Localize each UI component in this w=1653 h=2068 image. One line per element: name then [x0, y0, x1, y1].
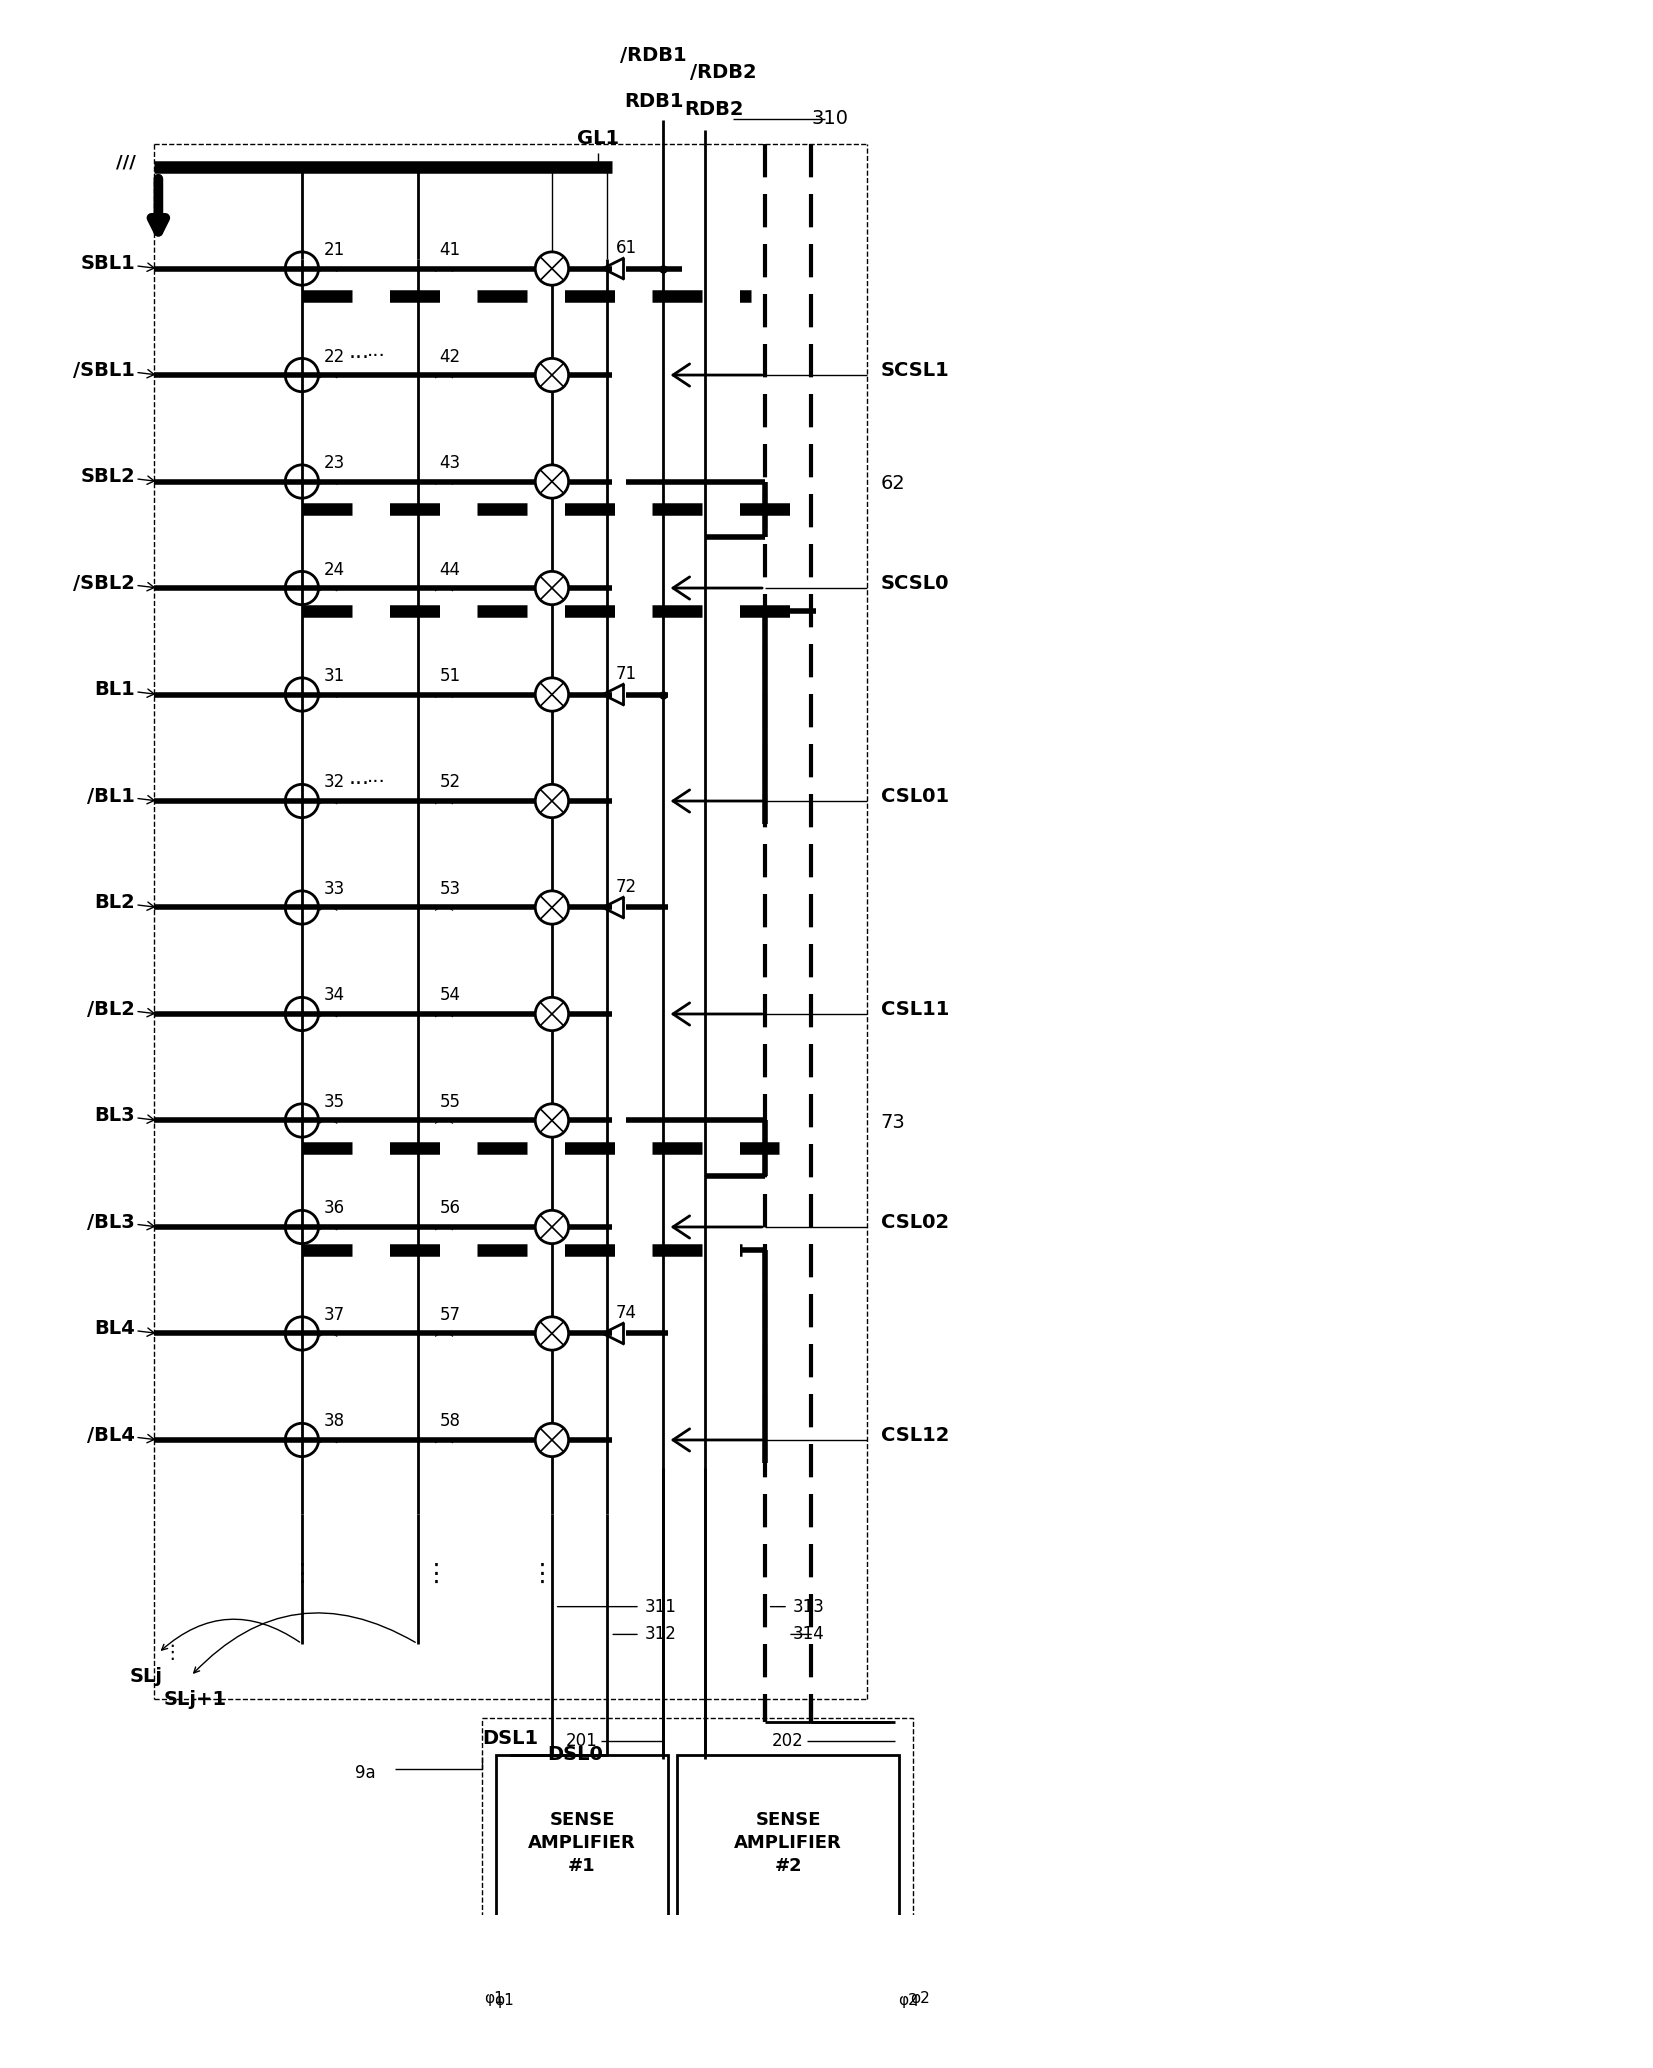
Text: 44: 44	[440, 560, 461, 579]
Text: /BL3: /BL3	[88, 1212, 136, 1233]
Text: RDB2: RDB2	[684, 99, 744, 118]
Circle shape	[536, 891, 569, 924]
Text: 202: 202	[772, 1731, 803, 1750]
Text: 56: 56	[440, 1199, 461, 1218]
Circle shape	[536, 358, 569, 391]
Text: 22: 22	[324, 347, 345, 366]
Text: 34: 34	[324, 986, 345, 1005]
Text: 313: 313	[793, 1599, 825, 1615]
Text: 58: 58	[440, 1412, 461, 1431]
Text: 43: 43	[440, 455, 461, 472]
Text: CSL02: CSL02	[881, 1212, 949, 1233]
Text: 32: 32	[324, 773, 345, 792]
Text: /SBL2: /SBL2	[73, 575, 136, 594]
Text: φ1: φ1	[484, 1991, 504, 2006]
Circle shape	[536, 1423, 569, 1456]
Text: ⋮: ⋮	[531, 1561, 555, 1586]
Text: 9a: 9a	[355, 1764, 375, 1783]
Text: SLj: SLj	[131, 1667, 164, 1685]
Text: 41: 41	[440, 242, 461, 258]
Text: 38: 38	[324, 1412, 345, 1431]
Text: 57: 57	[440, 1307, 461, 1324]
Circle shape	[536, 571, 569, 604]
Text: /BL1: /BL1	[88, 788, 136, 807]
Text: #1: #1	[569, 1857, 595, 1876]
Circle shape	[536, 252, 569, 285]
Circle shape	[536, 997, 569, 1030]
Text: 61: 61	[615, 240, 636, 256]
Text: BL2: BL2	[94, 893, 136, 912]
Text: /BL2: /BL2	[88, 999, 136, 1020]
Text: BL4: BL4	[94, 1319, 136, 1338]
Text: AMPLIFIER: AMPLIFIER	[529, 1834, 636, 1851]
Text: ···: ···	[367, 347, 385, 366]
Text: /RDB2: /RDB2	[689, 62, 757, 83]
Text: 33: 33	[324, 881, 345, 898]
Text: CSL01: CSL01	[881, 788, 949, 807]
Text: 42: 42	[440, 347, 461, 366]
Text: SENSE: SENSE	[549, 1812, 615, 1828]
Text: 201: 201	[567, 1731, 598, 1750]
Text: 23: 23	[324, 455, 345, 472]
Text: SENSE: SENSE	[755, 1812, 822, 1828]
Text: 24: 24	[324, 560, 345, 579]
Text: 73: 73	[881, 1113, 906, 1131]
Text: 51: 51	[440, 668, 461, 685]
Text: 310: 310	[812, 110, 848, 128]
Text: ···: ···	[367, 773, 385, 792]
Circle shape	[536, 1317, 569, 1350]
Text: SLj+1: SLj+1	[164, 1690, 226, 1708]
Text: 311: 311	[645, 1599, 676, 1615]
Text: SCSL0: SCSL0	[881, 575, 949, 594]
Text: 53: 53	[440, 881, 461, 898]
Text: φ2: φ2	[911, 1991, 931, 2006]
Text: SBL2: SBL2	[81, 467, 136, 486]
Text: 74: 74	[615, 1305, 636, 1321]
Text: DSL0: DSL0	[547, 1745, 603, 1764]
Text: BL3: BL3	[94, 1106, 136, 1125]
Text: ···: ···	[349, 347, 370, 368]
Text: 55: 55	[440, 1094, 461, 1111]
Text: 37: 37	[324, 1307, 345, 1324]
Text: ⋮: ⋮	[162, 1644, 182, 1663]
Text: 62: 62	[881, 474, 906, 492]
Circle shape	[536, 784, 569, 817]
Text: GL1: GL1	[577, 130, 620, 149]
Text: φ1: φ1	[494, 1994, 514, 2008]
Text: φ2: φ2	[899, 1994, 919, 2008]
Text: ···: ···	[349, 773, 370, 794]
Text: 54: 54	[440, 986, 461, 1005]
Text: #2: #2	[774, 1857, 802, 1876]
Text: AMPLIFIER: AMPLIFIER	[734, 1834, 841, 1851]
Text: CSL12: CSL12	[881, 1425, 949, 1446]
Text: ⋮: ⋮	[289, 1561, 314, 1586]
Text: DSL1: DSL1	[483, 1729, 537, 1747]
Text: CSL11: CSL11	[881, 999, 949, 1020]
Text: 31: 31	[324, 668, 345, 685]
Text: /RDB1: /RDB1	[620, 45, 688, 64]
Text: 312: 312	[645, 1625, 676, 1644]
Text: BL1: BL1	[94, 680, 136, 699]
Text: 71: 71	[615, 666, 636, 682]
Text: 21: 21	[324, 242, 345, 258]
Text: ///: ///	[116, 153, 136, 172]
Circle shape	[536, 678, 569, 711]
Text: /SBL1: /SBL1	[73, 362, 136, 381]
Text: 314: 314	[793, 1625, 825, 1644]
Text: SCSL1: SCSL1	[881, 362, 949, 381]
Circle shape	[536, 465, 569, 498]
Text: RDB1: RDB1	[625, 93, 684, 112]
Circle shape	[536, 1104, 569, 1137]
Circle shape	[536, 1210, 569, 1243]
Text: /BL4: /BL4	[88, 1425, 136, 1446]
Text: 36: 36	[324, 1199, 345, 1218]
Text: 35: 35	[324, 1094, 345, 1111]
Text: 52: 52	[440, 773, 461, 792]
Text: SBL1: SBL1	[81, 254, 136, 273]
Text: ⋮: ⋮	[423, 1561, 448, 1586]
Text: 72: 72	[615, 879, 636, 895]
